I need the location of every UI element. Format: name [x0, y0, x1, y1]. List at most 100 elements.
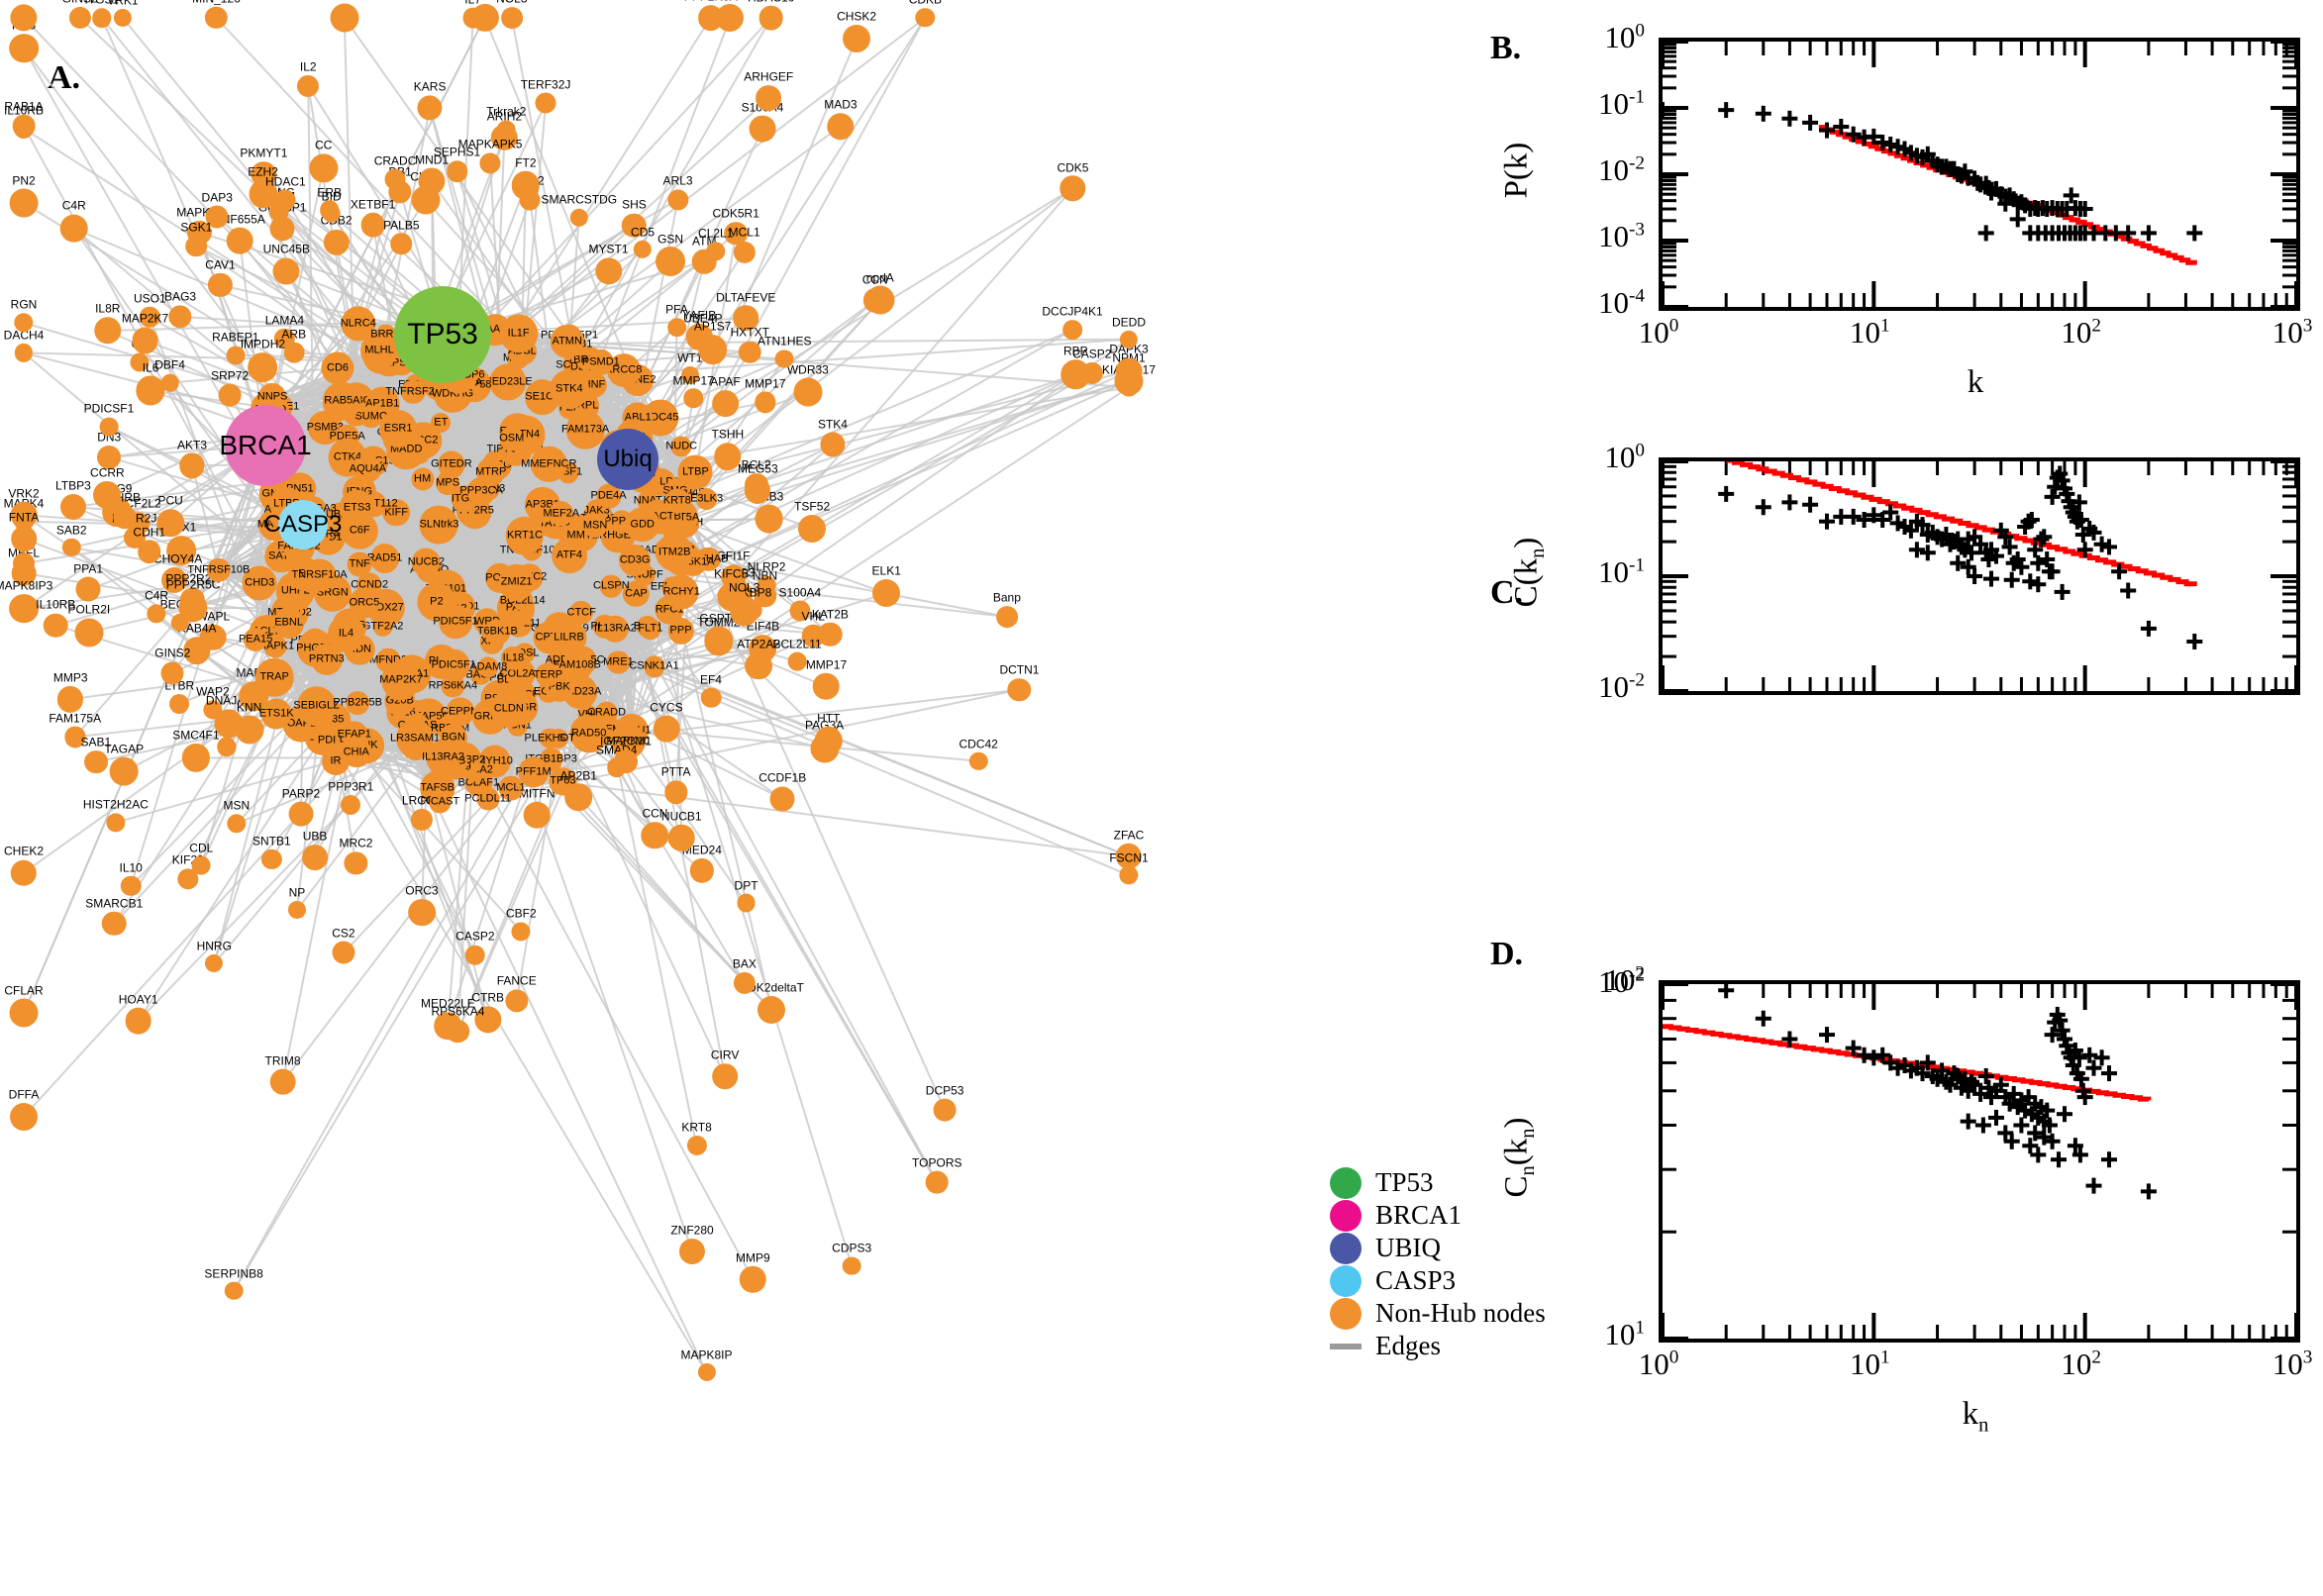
network-node[interactable] [59, 214, 89, 244]
network-node[interactable] [489, 363, 527, 401]
network-node[interactable] [552, 538, 587, 573]
network-node[interactable] [360, 212, 385, 238]
network-node[interactable] [787, 651, 807, 671]
network-node[interactable] [132, 327, 159, 354]
network-node[interactable] [774, 349, 794, 368]
network-node[interactable] [511, 922, 531, 942]
network-node[interactable] [183, 637, 211, 664]
network-node[interactable] [74, 618, 104, 648]
network-node[interactable] [535, 92, 556, 114]
network-node[interactable] [181, 744, 210, 772]
network-node[interactable] [235, 715, 264, 745]
network-node[interactable] [439, 605, 472, 639]
network-node[interactable] [10, 501, 38, 529]
network-node[interactable] [496, 120, 516, 140]
network-node[interactable] [925, 1171, 949, 1194]
network-node[interactable] [264, 635, 287, 658]
network-node[interactable] [490, 690, 528, 728]
network-node[interactable] [697, 335, 728, 364]
network-node[interactable] [756, 85, 782, 112]
network-node[interactable] [411, 467, 435, 491]
network-node[interactable] [793, 377, 823, 407]
network-node[interactable] [93, 481, 122, 510]
network-node[interactable] [160, 661, 184, 685]
network-node[interactable] [287, 901, 306, 920]
network-node[interactable] [724, 222, 749, 246]
network-node[interactable] [321, 351, 354, 385]
network-node[interactable] [820, 432, 846, 457]
network-node[interactable] [156, 509, 184, 537]
network-node[interactable] [755, 504, 784, 534]
network-node[interactable] [10, 1102, 38, 1131]
network-node[interactable] [400, 379, 426, 405]
network-node[interactable] [476, 787, 500, 811]
network-node[interactable] [244, 627, 268, 651]
network-node[interactable] [622, 213, 647, 238]
network-node[interactable] [64, 726, 86, 748]
network-node[interactable] [330, 3, 359, 33]
network-node[interactable] [437, 648, 470, 682]
network-node[interactable] [109, 756, 139, 786]
network-node[interactable] [168, 305, 192, 329]
network-node[interactable] [565, 411, 605, 449]
network-node[interactable] [218, 383, 242, 407]
network-node[interactable] [789, 600, 811, 622]
network-node[interactable] [697, 5, 724, 31]
network-node[interactable] [227, 814, 247, 834]
network-node[interactable] [62, 538, 81, 557]
network-node[interactable] [814, 726, 844, 755]
network-node[interactable] [297, 74, 320, 97]
network-node[interactable] [1115, 843, 1143, 870]
network-node[interactable] [511, 171, 541, 200]
network-node[interactable] [9, 593, 39, 624]
network-node[interactable] [700, 687, 722, 709]
network-node[interactable] [842, 1256, 861, 1276]
network-node[interactable] [666, 189, 689, 211]
network-node[interactable] [205, 205, 229, 229]
network-node[interactable] [160, 373, 179, 392]
network-node[interactable] [539, 728, 560, 749]
network-node[interactable] [59, 493, 86, 520]
network-node[interactable] [123, 526, 146, 549]
network-node[interactable] [319, 200, 340, 221]
network-node[interactable] [749, 115, 776, 143]
network-node[interactable] [474, 1006, 502, 1034]
network-node[interactable] [346, 691, 370, 715]
network-node[interactable] [283, 343, 305, 363]
network-node[interactable] [205, 6, 228, 30]
network-node[interactable] [1062, 320, 1082, 341]
network-node[interactable] [640, 618, 661, 641]
network-node[interactable] [714, 443, 742, 470]
network-node[interactable] [670, 436, 692, 457]
network-node[interactable] [274, 189, 296, 211]
network-node[interactable] [656, 247, 686, 277]
hub-node-tp53[interactable]: TP53 [394, 286, 491, 383]
network-node[interactable] [136, 375, 165, 406]
network-node[interactable] [733, 971, 756, 994]
network-node[interactable] [1080, 361, 1103, 384]
network-node[interactable] [254, 658, 294, 697]
network-node[interactable] [379, 409, 418, 448]
network-node[interactable] [462, 7, 484, 29]
network-node[interactable] [446, 1019, 470, 1044]
network-node[interactable] [813, 673, 840, 700]
network-node[interactable] [706, 242, 726, 261]
network-node[interactable] [745, 651, 773, 680]
network-node[interactable] [384, 168, 406, 190]
network-node[interactable] [101, 911, 127, 937]
network-node[interactable] [446, 160, 468, 182]
network-node[interactable] [310, 644, 343, 676]
network-node[interactable] [411, 548, 441, 577]
network-node[interactable] [587, 349, 614, 375]
hub-node-ubiq[interactable]: Ubiq [597, 429, 658, 490]
network-node[interactable] [711, 389, 740, 418]
network-node[interactable] [505, 516, 545, 555]
network-node[interactable] [344, 850, 368, 875]
network-node[interactable] [712, 1063, 738, 1089]
network-node[interactable] [99, 417, 119, 437]
network-node[interactable] [996, 606, 1018, 628]
network-node[interactable] [9, 34, 39, 63]
network-node[interactable] [623, 580, 650, 607]
network-node[interactable] [356, 572, 382, 599]
network-node[interactable] [14, 344, 34, 362]
